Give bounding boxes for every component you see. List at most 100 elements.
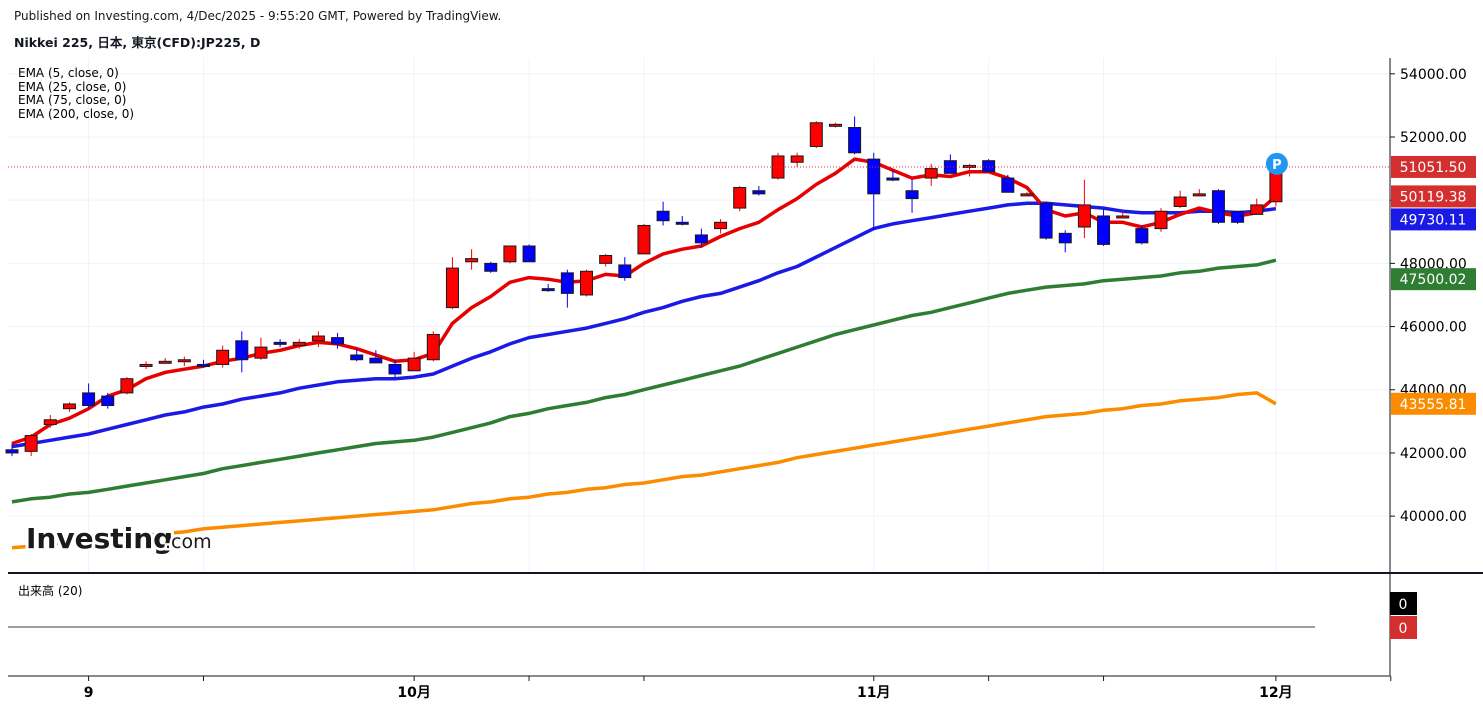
y-tick-label: 40000.00 xyxy=(1400,509,1467,525)
candle xyxy=(216,345,230,368)
candle-body xyxy=(350,354,364,361)
volume-badge-black xyxy=(1390,592,1417,615)
candle-body xyxy=(809,122,823,147)
candle xyxy=(963,163,976,177)
candle xyxy=(541,283,555,292)
candle xyxy=(1039,201,1053,240)
candle xyxy=(943,154,957,174)
candle-body xyxy=(867,158,881,195)
candle xyxy=(407,351,421,372)
candle xyxy=(24,433,38,457)
candle-body xyxy=(465,258,479,263)
candle-body xyxy=(637,224,651,255)
candle xyxy=(426,331,440,362)
candle xyxy=(254,337,268,360)
candle xyxy=(62,402,76,412)
volume-badge-red xyxy=(1390,616,1417,639)
y-tick-label: 46000.00 xyxy=(1400,320,1467,336)
candle-body xyxy=(771,155,785,179)
candle-body xyxy=(848,127,862,154)
candle xyxy=(733,185,747,212)
price-badge xyxy=(1391,268,1476,291)
x-tick-label: 11月 xyxy=(857,685,890,701)
p-marker[interactable]: P xyxy=(1265,152,1288,175)
legend-ema-25: EMA (25, close, 0) xyxy=(18,80,126,94)
candle-body xyxy=(541,288,555,292)
candle xyxy=(139,361,153,370)
candle-body xyxy=(445,267,459,309)
candle xyxy=(1077,179,1091,239)
price-badge-text: 49730.11 xyxy=(1400,212,1467,228)
candle xyxy=(388,359,402,378)
candle-body xyxy=(1250,204,1264,215)
legend-ema-5: EMA (5, close, 0) xyxy=(18,66,119,80)
candle xyxy=(828,122,842,128)
candle-body xyxy=(924,168,938,179)
candle-body xyxy=(618,264,632,279)
candle xyxy=(982,159,996,173)
volume-panel: 出来高 (20) 0 0 xyxy=(8,583,1417,639)
candle xyxy=(484,261,498,273)
x-axis-ticks: 9 10月 11月 12月 xyxy=(84,676,1392,701)
candle-body xyxy=(656,210,670,222)
candle xyxy=(714,219,728,234)
price-badge-text: 47500.02 xyxy=(1400,272,1467,288)
ema-line xyxy=(11,391,1277,550)
candle-body xyxy=(331,337,345,345)
candle-body xyxy=(982,160,996,173)
candle xyxy=(1173,190,1187,209)
price-badge xyxy=(1391,185,1476,208)
candle-body xyxy=(1173,196,1187,207)
x-tick-label: 10月 xyxy=(397,685,430,701)
candle xyxy=(771,152,785,180)
candle-body xyxy=(177,359,191,363)
candle xyxy=(1135,225,1149,245)
candle-body xyxy=(1192,193,1206,197)
candle-body xyxy=(1039,202,1053,239)
p-marker-circle[interactable] xyxy=(1265,152,1288,175)
candle xyxy=(158,358,172,364)
candle-body xyxy=(1058,232,1072,244)
candle-body xyxy=(120,378,134,394)
candle xyxy=(1058,230,1072,253)
candle-body xyxy=(1097,215,1111,245)
p-marker-label: P xyxy=(1272,158,1282,173)
candle-body xyxy=(752,190,766,195)
candle xyxy=(522,244,536,263)
candle-body xyxy=(1211,190,1225,223)
candle xyxy=(848,116,862,155)
price-badges: 51051.50 50119.38 49730.11 47500.02 43555.81 xyxy=(1391,155,1476,415)
candle-body xyxy=(886,177,900,181)
y-tick-label: 42000.00 xyxy=(1400,446,1467,462)
ema-line xyxy=(11,201,1277,449)
volume-badge-black-text: 0 xyxy=(1399,597,1408,613)
price-badge xyxy=(1391,392,1476,415)
y-tick-label: 54000.00 xyxy=(1400,67,1467,83)
legend-ema-75: EMA (75, close, 0) xyxy=(18,93,126,107)
candle xyxy=(752,185,766,196)
candle xyxy=(867,152,881,231)
candle-body xyxy=(1154,210,1168,230)
logo-suffix-outline: .com xyxy=(165,531,212,553)
candle-body xyxy=(388,363,402,375)
candle xyxy=(235,331,249,373)
candle xyxy=(82,383,96,409)
volume-badge-red-text: 0 xyxy=(1399,621,1408,637)
candle xyxy=(465,249,479,270)
candle-body xyxy=(43,419,57,426)
candle-body xyxy=(426,333,440,361)
candle xyxy=(560,269,574,308)
published-info: Published on Investing.com, 4/Dec/2025 -… xyxy=(14,9,502,23)
candle xyxy=(656,201,670,226)
logo-main: Investing xyxy=(26,522,173,555)
candle-body xyxy=(1231,210,1245,223)
candle-body xyxy=(101,395,115,407)
candle xyxy=(445,257,459,310)
candle xyxy=(503,245,517,264)
y-tick-label: 52000.00 xyxy=(1400,130,1467,146)
candle xyxy=(101,392,115,409)
candle xyxy=(809,121,823,149)
ema-legend: EMA (5, close, 0) EMA (25, close, 0) EMA… xyxy=(18,66,134,121)
investing-logo: Investing Investing .com .com xyxy=(23,519,214,558)
